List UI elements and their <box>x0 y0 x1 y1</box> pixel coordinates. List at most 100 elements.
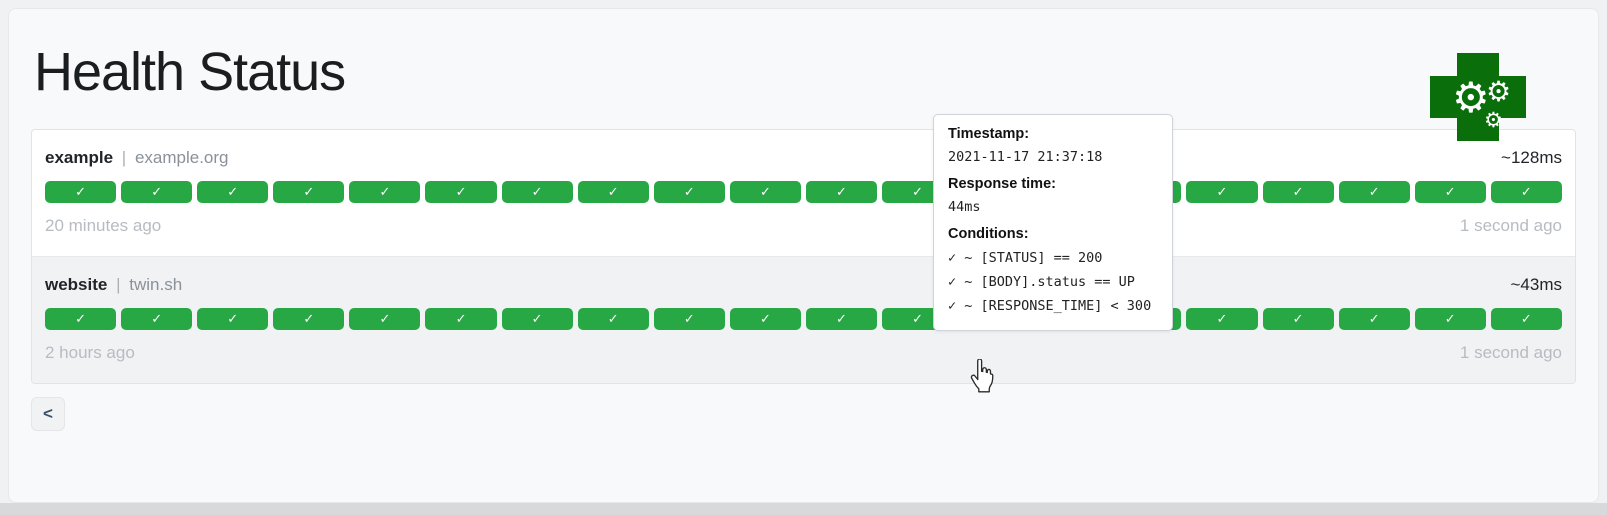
previous-page-button[interactable]: < <box>31 397 65 431</box>
condition-result: ✓ ~ [RESPONSE_TIME] < 300 <box>948 298 1152 314</box>
check-icon: ✓ <box>379 311 391 326</box>
status-block[interactable]: ✓ <box>1490 181 1562 203</box>
page-title: Health Status <box>34 42 346 102</box>
tooltip-response-time-value: 44ms <box>948 199 981 215</box>
status-block[interactable]: ✓ <box>273 181 345 203</box>
status-block[interactable]: ✓ <box>1262 181 1334 203</box>
tooltip-conditions-list: ✓ ~ [STATUS] == 200 ✓ ~ [BODY].status == … <box>948 246 1158 318</box>
status-block[interactable]: ✓ <box>577 308 649 330</box>
check-icon: ✓ <box>303 311 315 326</box>
status-block[interactable]: ✓ <box>273 308 345 330</box>
status-block[interactable]: ✓ <box>577 181 649 203</box>
check-icon: ✓ <box>912 311 924 326</box>
check-icon: ✓ <box>455 311 467 326</box>
health-cross-logo: ⚙ ⚙ ⚙ <box>1430 53 1526 141</box>
check-icon: ✓ <box>1444 311 1456 326</box>
service-name: website <box>45 275 108 294</box>
status-block[interactable]: ✓ <box>1262 308 1334 330</box>
check-icon: ✓ <box>683 311 695 326</box>
status-tooltip: Timestamp: 2021-11-17 21:37:18 Response … <box>933 114 1173 331</box>
status-block[interactable]: ✓ <box>653 181 725 203</box>
check-icon: ✓ <box>607 311 619 326</box>
page-bottom-strip <box>0 503 1607 515</box>
status-block[interactable]: ✓ <box>45 181 117 203</box>
service-separator: | <box>121 148 127 167</box>
status-block[interactable]: ✓ <box>349 308 421 330</box>
check-icon: ✓ <box>1216 311 1228 326</box>
service-avg-response-time: ~43ms <box>1510 275 1563 294</box>
check-icon: ✓ <box>836 311 847 326</box>
status-block[interactable]: ✓ <box>1414 308 1486 330</box>
status-block[interactable]: ✓ <box>425 308 497 330</box>
tooltip-timestamp-label: Timestamp: <box>948 126 1030 142</box>
check-icon: ✓ <box>1520 184 1532 199</box>
status-block[interactable]: ✓ <box>805 308 878 330</box>
status-block[interactable]: ✓ <box>45 308 117 330</box>
status-block[interactable]: ✓ <box>729 181 801 203</box>
check-icon: ✓ <box>455 184 467 199</box>
status-block[interactable]: ✓ <box>1490 308 1562 330</box>
tooltip-timestamp-value: 2021-11-17 21:37:18 <box>948 149 1103 165</box>
status-block[interactable]: ✓ <box>121 181 193 203</box>
status-block[interactable]: ✓ <box>1414 181 1486 203</box>
chevron-left-icon: < <box>43 404 53 423</box>
services-panel: example | example.org ~128ms ✓ ✓ ✓ ✓ ✓ ✓ ✓ ✓ ✓ ✓ ✓… <box>31 129 1576 384</box>
status-block[interactable]: ✓ <box>197 308 269 330</box>
status-blocks: ✓✓✓✓✓✓✓✓✓✓✓✓✓✓✓✓✓✓✓✓ <box>45 181 1562 203</box>
service-name: example <box>45 148 114 167</box>
check-icon: ✓ <box>607 184 619 199</box>
check-icon: ✓ <box>1444 184 1456 199</box>
status-block[interactable]: ✓ <box>121 308 193 330</box>
service-host: twin.sh <box>129 275 183 294</box>
status-block[interactable]: ✓ <box>1338 181 1410 203</box>
service-row: website | twin.sh ~43ms ✓ ✓ ✓ ✓ ✓ ✓ ✓ ✓ ✓ ✓ ✓ ✓ ✓ ✓ ✓ ✓… <box>32 256 1575 383</box>
check-icon: ✓ <box>759 311 771 326</box>
check-icon: ✓ <box>1520 311 1532 326</box>
check-icon: ✓ <box>1292 184 1304 199</box>
check-icon: ✓ <box>1216 184 1228 199</box>
oldest-result-age: 2 hours ago <box>45 343 135 362</box>
check-icon: ✓ <box>759 184 771 199</box>
check-icon: ✓ <box>75 311 86 326</box>
status-block[interactable]: ✓ <box>425 181 497 203</box>
check-icon: ✓ <box>1368 184 1380 199</box>
gear-icon: ⚙ <box>1452 73 1490 122</box>
status-block[interactable]: ✓ <box>1186 308 1258 330</box>
status-block[interactable]: ✓ <box>1338 308 1410 330</box>
check-icon: ✓ <box>75 184 86 199</box>
condition-result: ✓ ~ [BODY].status == UP <box>948 274 1135 290</box>
status-block[interactable]: ✓ <box>501 181 573 203</box>
service-row: example | example.org ~128ms ✓ ✓ ✓ ✓ ✓ ✓ ✓ ✓ ✓ ✓ ✓… <box>32 130 1575 256</box>
service-title: website | twin.sh <box>45 273 182 297</box>
check-icon: ✓ <box>531 311 543 326</box>
status-block[interactable]: ✓ <box>805 181 878 203</box>
service-avg-response-time: ~128ms <box>1501 148 1562 167</box>
status-block[interactable]: ✓ <box>501 308 573 330</box>
check-icon: ✓ <box>1368 311 1380 326</box>
status-block[interactable]: ✓ <box>197 181 269 203</box>
check-icon: ✓ <box>836 184 847 199</box>
check-icon: ✓ <box>379 184 391 199</box>
tooltip-response-time-label: Response time: <box>948 176 1056 192</box>
status-block[interactable]: ✓ <box>653 308 725 330</box>
service-title: example | example.org <box>45 146 229 170</box>
check-icon: ✓ <box>912 184 924 199</box>
main-card: Health Status ⚙ ⚙ ⚙ example | example.or… <box>8 8 1599 503</box>
tooltip-conditions-label: Conditions: <box>948 226 1029 242</box>
status-block[interactable]: ✓ <box>349 181 421 203</box>
status-blocks: ✓✓✓✓✓✓✓✓✓✓✓✓✓✓✓✓✓✓✓✓ <box>45 308 1562 330</box>
check-icon: ✓ <box>227 311 239 326</box>
check-icon: ✓ <box>227 184 239 199</box>
status-block[interactable]: ✓ <box>1186 181 1258 203</box>
status-block[interactable]: ✓ <box>729 308 801 330</box>
service-host: example.org <box>134 148 229 167</box>
oldest-result-age: 20 minutes ago <box>45 216 162 235</box>
health-cross-icon: ⚙ ⚙ ⚙ <box>1430 53 1526 141</box>
check-icon: ✓ <box>1292 311 1304 326</box>
check-icon: ✓ <box>683 184 695 199</box>
condition-result: ✓ ~ [STATUS] == 200 <box>948 250 1103 266</box>
check-icon: ✓ <box>303 184 315 199</box>
gear-icon: ⚙ <box>1486 75 1511 108</box>
newest-result-age: 1 second ago <box>1459 216 1562 235</box>
check-icon: ✓ <box>151 184 163 199</box>
